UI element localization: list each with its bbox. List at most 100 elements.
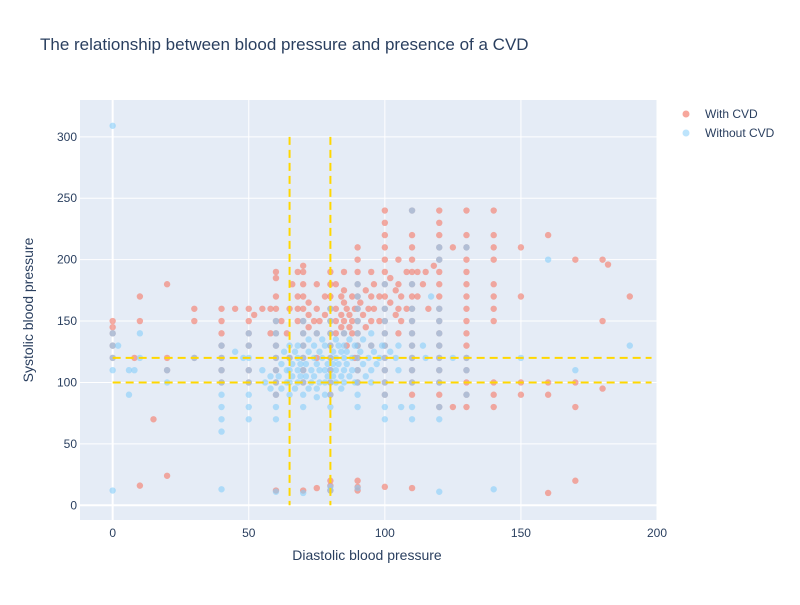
data-point [218,317,225,325]
y-tick-label: 0 [70,498,77,512]
data-point [272,366,280,374]
data-point [419,342,427,349]
data-point [245,391,252,398]
data-point [381,391,389,398]
data-point [218,366,225,374]
data-point [299,403,307,411]
data-point [310,373,318,380]
data-point [490,256,497,263]
data-point [305,336,312,343]
data-point [354,484,361,492]
data-point [544,489,552,497]
data-point [354,379,361,386]
data-point [425,305,432,312]
data-point [267,305,274,312]
data-point [305,348,312,355]
data-point [427,293,435,300]
data-point [308,366,315,374]
data-point [463,330,470,337]
data-point [354,281,361,288]
data-point [403,305,410,312]
data-point [354,330,361,337]
data-point [289,360,296,368]
data-point [408,256,416,263]
legend-item-without-cvd[interactable]: Without CVD [682,126,775,140]
data-point [245,305,252,312]
data-point [327,379,334,386]
data-point [305,385,312,392]
data-point [599,317,606,325]
data-point [368,268,375,276]
data-point [381,305,389,312]
data-point [329,373,337,380]
data-point [163,472,171,479]
data-point [359,336,367,343]
data-point [338,293,345,300]
data-point [397,403,405,411]
data-point [544,256,552,263]
data-point [245,317,252,325]
data-point [136,330,144,337]
data-point [381,256,389,263]
data-point [463,366,470,374]
data-point [329,348,337,355]
data-point [354,366,361,374]
data-point [191,305,198,312]
data-point [362,373,369,380]
data-point [278,360,285,368]
data-point [392,287,399,294]
data-point [517,391,525,398]
data-point [280,348,288,355]
data-point [272,305,280,312]
data-point [348,366,356,374]
data-point [544,231,552,239]
data-point [490,244,497,251]
data-point [395,256,402,263]
data-point [109,487,116,494]
data-point [218,416,225,423]
data-point [332,330,340,337]
data-point [163,366,171,374]
data-point [370,281,378,288]
data-point [354,305,361,312]
data-point [245,342,252,349]
legend-item-with-cvd[interactable]: With CVD [682,107,759,121]
data-point [387,348,394,355]
data-point [354,391,361,398]
data-point [436,244,443,251]
legend[interactable]: With CVD Without CVD [682,107,775,140]
data-point [346,323,353,331]
data-point [310,317,318,325]
data-point [381,317,389,325]
data-point [392,311,399,319]
data-point [408,317,416,325]
data-point [544,391,552,398]
tick-labels: 0 50 100 150 200 0 50 100 150 200 250 300 [57,130,667,540]
data-point [436,488,443,495]
data-point [245,416,252,423]
data-point [419,281,427,288]
y-tick-label: 300 [57,130,77,144]
data-point [299,330,307,337]
y-tick-label: 250 [57,191,77,205]
data-point [381,219,389,227]
data-point [368,379,375,386]
data-point [395,305,402,312]
data-point [354,293,361,300]
data-point [136,317,144,325]
data-point [218,330,225,337]
data-point [272,488,280,495]
data-point [436,342,443,349]
data-point [305,299,312,306]
data-point [289,281,296,288]
data-point [272,274,280,282]
data-point [373,360,380,368]
data-point [299,305,307,312]
data-point [346,336,353,343]
data-point [272,330,280,337]
data-point [517,293,525,300]
data-point [348,293,356,300]
data-point [381,244,389,251]
data-point [436,281,443,288]
data-point [316,317,323,325]
